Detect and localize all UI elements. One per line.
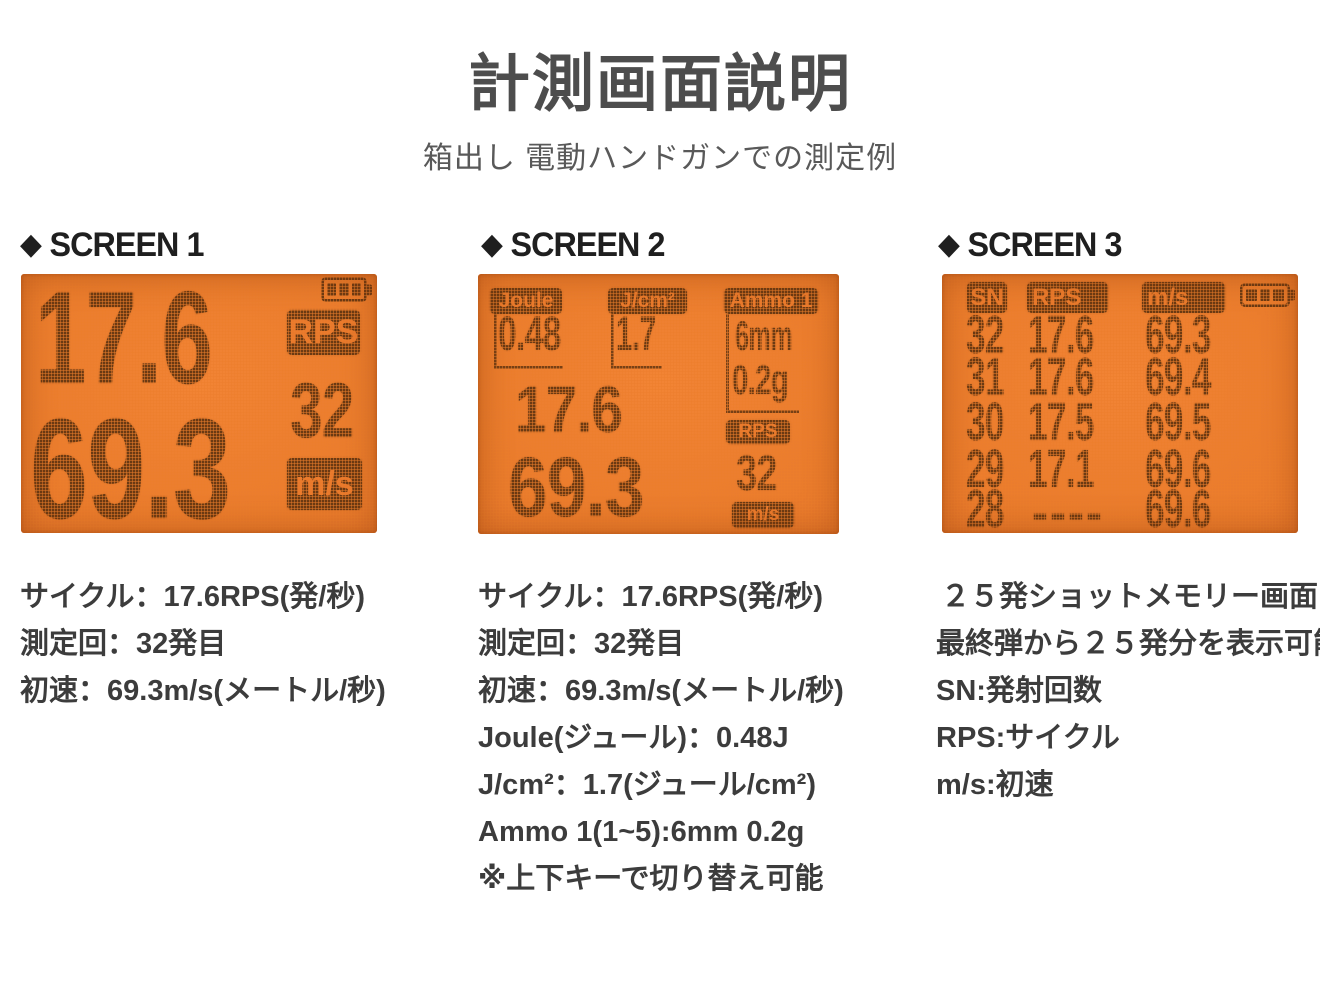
lcd2-rps-badge: RPS xyxy=(726,420,790,444)
lcd-screen-1: 17.6 69.3 RPS 32 m/s xyxy=(21,274,377,533)
lcd2-jcm2-badge: J/cm² xyxy=(608,288,687,314)
lcd2-ms-badge: m/s xyxy=(732,502,794,528)
note-line: サイクル：17.6RPS(発/秒) xyxy=(478,581,823,613)
lcd2-ammo-weight: 0.2g xyxy=(732,356,789,403)
note-line: RPS:サイクル xyxy=(936,722,1120,754)
battery-icon xyxy=(321,277,372,302)
note-line: 測定回：32発目 xyxy=(20,628,227,660)
screen1-notes: サイクル：17.6RPS(発/秒) 測定回：32発目 初速：69.3m/s(メー… xyxy=(20,582,490,723)
memory-row-rps-empty: ---- xyxy=(1032,487,1104,534)
lcd1-speed-value: 69.3 xyxy=(30,390,231,533)
memory-row-rps: 17.1 xyxy=(1028,439,1094,499)
lcd3-sn-header-badge: SN xyxy=(967,282,1007,313)
lcd2-cycle-value: 17.6 xyxy=(515,372,623,446)
page-title: 計測画面説明 xyxy=(467,50,852,119)
note-line: 最終弾から２５発分を表示可能 xyxy=(936,628,1320,660)
memory-row-rps: 17.6 xyxy=(1028,347,1094,407)
screen2-notes: サイクル：17.6RPS(発/秒) 測定回：32発目 初速：69.3m/s(メー… xyxy=(478,582,948,911)
lcd1-rps-badge: RPS xyxy=(287,310,360,355)
note-line: サイクル：17.6RPS(発/秒) xyxy=(20,581,365,613)
lcd-screen-3: SN RPS m/s 32 17.6 69.3 31 17.6 69.4 30 … xyxy=(942,274,1298,533)
battery-icon xyxy=(1240,283,1295,307)
lcd3-ms-header-badge: m/s xyxy=(1142,282,1225,313)
diamond-icon: ◆ xyxy=(481,228,503,261)
jcm2-value-bracket xyxy=(611,314,662,369)
lcd2-joule-value: 0.48 xyxy=(498,308,561,361)
screen2-heading-label: SCREEN 2 xyxy=(510,225,666,264)
memory-row-rps: 17.5 xyxy=(1028,392,1094,452)
lcd-screen-2: Joule J/cm² Ammo 1 0.48 1.7 6mm 0.2g 17.… xyxy=(478,274,839,534)
memory-row-ms: 69.6 xyxy=(1145,439,1211,499)
memory-row-ms: 69.5 xyxy=(1145,392,1211,452)
lcd1-shot-number: 32 xyxy=(290,366,354,454)
lcd1-cycle-value: 17.6 xyxy=(35,274,213,411)
memory-row-sn: 30 xyxy=(966,392,1004,452)
joule-value-bracket xyxy=(494,314,563,369)
lcd2-ammo-size: 6mm xyxy=(735,312,793,359)
screen3-notes: ２５発ショットメモリー画面 最終弾から２５発分を表示可能 SN:発射回数 RPS… xyxy=(936,582,1320,817)
memory-row-ms: 69.3 xyxy=(1145,305,1211,365)
lcd2-jcm2-value: 1.7 xyxy=(616,308,656,361)
memory-row-ms: 69.6 xyxy=(1145,479,1211,533)
memory-row-sn: 28 xyxy=(966,479,1004,533)
page-subtitle: 箱出し 電動ハンドガンでの測定例 xyxy=(422,142,898,175)
memory-row-sn: 31 xyxy=(966,347,1004,407)
note-line: SN:発射回数 xyxy=(936,675,1102,707)
lcd1-ms-badge: m/s xyxy=(287,458,362,510)
screen2-heading: ◆ SCREEN 2 xyxy=(481,225,666,264)
note-line: J/cm²：1.7(ジュール/cm²) xyxy=(478,769,816,801)
note-line: Ammo 1(1~5):6mm 0.2g xyxy=(478,816,805,848)
ammo-value-bracket xyxy=(726,314,799,413)
note-line: ※上下キーで切り替え可能 xyxy=(478,863,824,895)
lcd2-shot-number: 32 xyxy=(736,445,778,501)
screen3-heading-label: SCREEN 3 xyxy=(967,225,1123,264)
note-line: m/s:初速 xyxy=(936,769,1054,801)
memory-row-sn: 32 xyxy=(966,305,1004,365)
note-line: Joule(ジュール)：0.48J xyxy=(478,722,789,754)
note-line: 初速：69.3m/s(メートル/秒) xyxy=(20,675,386,707)
lcd2-ammo-badge: Ammo 1 xyxy=(724,288,818,314)
screen1-heading-label: SCREEN 1 xyxy=(49,225,205,264)
memory-row-rps: 17.6 xyxy=(1028,305,1094,365)
diamond-icon: ◆ xyxy=(20,228,42,261)
note-line: 初速：69.3m/s(メートル/秒) xyxy=(478,675,844,707)
lcd2-speed-value: 69.3 xyxy=(508,440,644,534)
diamond-icon: ◆ xyxy=(938,228,960,261)
note-line: ２５発ショットメモリー画面 xyxy=(941,581,1319,613)
memory-row-ms: 69.4 xyxy=(1145,347,1211,407)
lcd2-joule-badge: Joule xyxy=(490,288,562,314)
screen1-heading: ◆ SCREEN 1 xyxy=(20,225,205,264)
note-line: 測定回：32発目 xyxy=(478,628,685,660)
lcd3-rps-header-badge: RPS xyxy=(1027,282,1108,313)
memory-row-sn: 29 xyxy=(966,439,1004,499)
screen3-heading: ◆ SCREEN 3 xyxy=(938,225,1123,264)
